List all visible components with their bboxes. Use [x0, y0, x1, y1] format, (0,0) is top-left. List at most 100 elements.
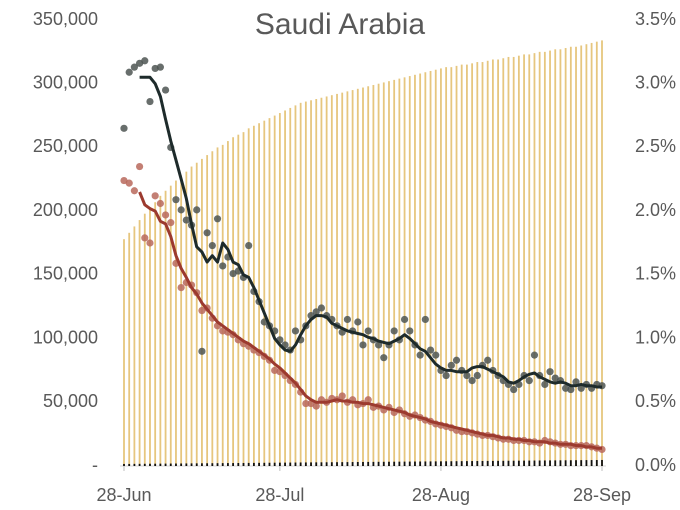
- dot: [567, 385, 575, 394]
- bar: [336, 462, 338, 466]
- bar: [159, 463, 162, 466]
- bar: [206, 463, 209, 466]
- dot: [463, 371, 471, 380]
- y-tick-label: 350,000: [33, 9, 98, 29]
- bar: [497, 59, 499, 466]
- bar: [554, 49, 557, 467]
- dot: [572, 378, 580, 386]
- dot: [146, 97, 154, 106]
- bar: [310, 462, 312, 466]
- bar: [320, 462, 323, 466]
- dot: [359, 341, 367, 349]
- bar: [382, 82, 385, 466]
- bar: [149, 207, 151, 466]
- bar: [575, 46, 577, 466]
- bar: [185, 463, 188, 466]
- bar: [143, 213, 146, 466]
- bar: [486, 60, 489, 467]
- dot: [172, 196, 180, 204]
- dot: [177, 206, 185, 214]
- bar: [486, 460, 489, 466]
- bar: [320, 97, 323, 466]
- bar: [595, 460, 598, 466]
- bar: [440, 461, 442, 466]
- bar: [471, 461, 474, 466]
- bar: [221, 144, 224, 466]
- line: [139, 75, 602, 389]
- dot: [245, 241, 253, 250]
- bar: [164, 190, 167, 467]
- bar: [237, 463, 240, 466]
- bar: [414, 74, 416, 467]
- bar: [559, 460, 562, 466]
- bar: [403, 77, 406, 466]
- bar: [362, 461, 364, 466]
- bar: [211, 463, 214, 466]
- y-tick-label: 250,000: [33, 136, 98, 156]
- bar: [538, 51, 541, 466]
- bar: [278, 462, 281, 466]
- bar: [414, 461, 416, 466]
- bar: [284, 462, 286, 466]
- bar: [336, 93, 338, 466]
- y-tick-label: 150,000: [33, 264, 98, 284]
- bar: [252, 462, 255, 466]
- bar: [424, 461, 427, 466]
- bar: [232, 137, 235, 466]
- y2-tick-label: 3.0%: [635, 72, 676, 92]
- bar: [580, 460, 583, 466]
- y2-tick-label: 0.5%: [635, 391, 676, 411]
- dot: [291, 327, 300, 335]
- bar: [180, 463, 183, 466]
- bar: [346, 462, 349, 466]
- bar: [403, 461, 406, 466]
- bar: [128, 463, 131, 466]
- bar: [491, 59, 494, 466]
- bar: [310, 100, 312, 466]
- bar: [211, 151, 214, 466]
- bar: [393, 79, 396, 467]
- bar: [175, 463, 177, 466]
- bar: [190, 166, 193, 467]
- bar: [133, 226, 136, 466]
- dot: [577, 384, 585, 392]
- dot: [151, 192, 159, 200]
- dot: [343, 315, 352, 324]
- dot: [156, 199, 164, 208]
- bar: [523, 54, 525, 467]
- bar: [481, 62, 484, 467]
- bar: [398, 78, 401, 467]
- bar: [330, 95, 333, 466]
- bar: [429, 70, 432, 466]
- bar: [377, 83, 380, 466]
- dot: [203, 229, 211, 237]
- bar: [273, 462, 276, 466]
- bar: [419, 461, 422, 466]
- dot: [167, 219, 175, 227]
- bar: [497, 460, 499, 466]
- bar: [559, 49, 562, 467]
- bar: [549, 50, 551, 466]
- bar: [460, 461, 463, 466]
- bar: [315, 99, 318, 467]
- bar: [575, 460, 577, 466]
- bar: [258, 123, 260, 467]
- dot: [442, 371, 450, 380]
- dot: [421, 315, 429, 324]
- bar: [445, 67, 448, 467]
- dot: [447, 361, 455, 369]
- dot: [525, 377, 533, 385]
- bar: [569, 460, 572, 466]
- dot: [530, 351, 539, 359]
- bar: [237, 134, 240, 466]
- bar: [460, 64, 463, 466]
- bar: [533, 53, 536, 466]
- bar: [507, 460, 510, 466]
- bar: [195, 162, 198, 466]
- dot: [354, 318, 362, 326]
- dot: [468, 377, 476, 385]
- bar: [481, 460, 484, 466]
- bar: [398, 461, 401, 466]
- bar: [227, 463, 229, 466]
